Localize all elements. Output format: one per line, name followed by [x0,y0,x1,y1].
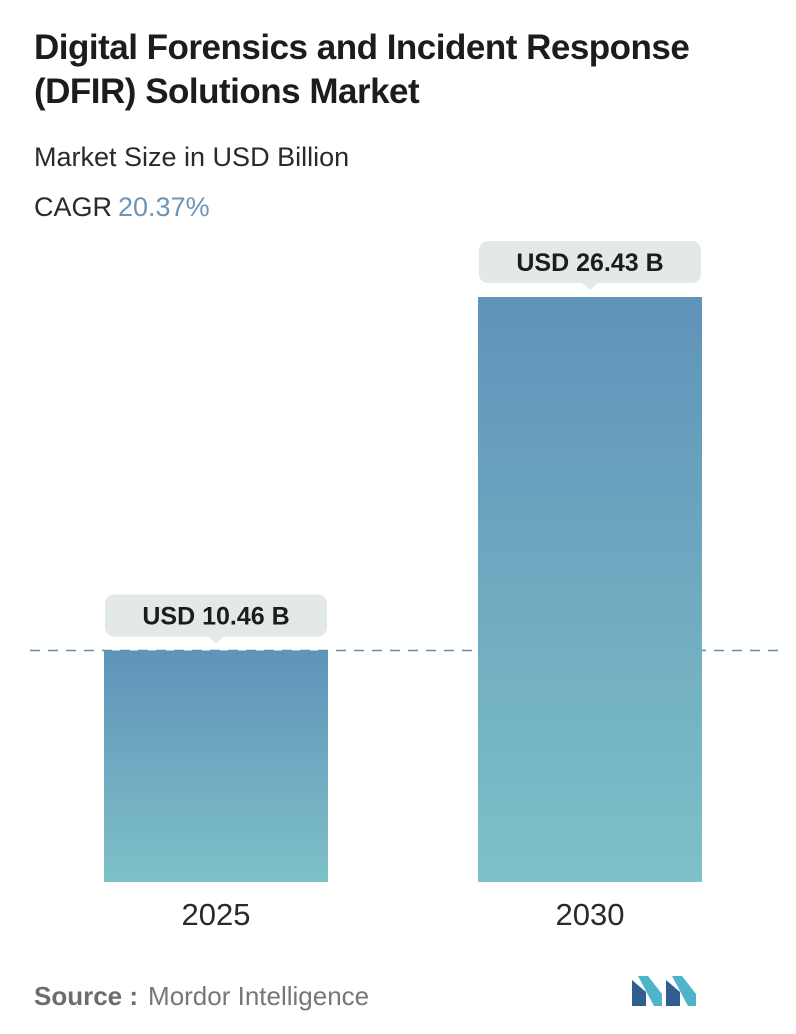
source-value: Mordor Intelligence [148,981,370,1011]
data-label-pointer [208,636,224,644]
data-label-bubble [479,241,701,283]
data-label-text: USD 10.46 B [142,602,289,630]
x-tick-2025: 2025 [182,897,251,932]
chart-title: Digital Forensics and Incident Response … [34,28,690,111]
data-label-pointer [582,283,598,290]
data-label-bubble [105,594,327,637]
bar-2030 [478,297,702,882]
cagr-value: 20.37% [118,192,210,222]
cagr-line: CAGR 20.37% [34,190,210,224]
bar-chart: USD 10.46 B USD 26.43 B 2025 2030 [30,241,782,932]
source-note: Source : Mordor Intelligence [34,980,369,1012]
chart-subtitle: Market Size in USD Billion [34,142,350,172]
x-tick-2030: 2030 [556,897,625,932]
source-label: Source : [34,981,139,1011]
data-label-2030: USD 26.43 B [479,241,701,290]
data-label-2025: USD 10.46 B [105,594,327,644]
cagr-label: CAGR [34,192,113,222]
mordor-intelligence-logo [632,976,696,1006]
bar-2025 [104,650,328,882]
data-label-text: USD 26.43 B [516,249,663,277]
